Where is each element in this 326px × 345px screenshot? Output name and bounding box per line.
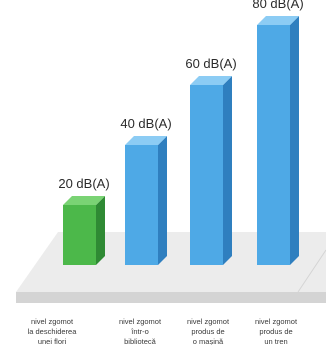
- bar-side-4: [290, 16, 299, 265]
- bar-front-3: [190, 85, 223, 265]
- category-label-4-line-2: produs de: [259, 327, 292, 336]
- bar-top-3: [190, 76, 232, 85]
- bar-2: [125, 136, 167, 265]
- category-label-1-line-3: unei flori: [38, 337, 67, 345]
- category-label-3-line-1: nivel zgomot: [187, 317, 230, 326]
- value-label-1: 20 dB(A): [58, 176, 109, 191]
- bar-top-4: [257, 16, 299, 25]
- bar-1: [63, 196, 105, 265]
- floor-side-edge: [297, 249, 326, 293]
- value-label-4: 80 dB(A): [252, 0, 303, 11]
- bar-top-1: [63, 196, 105, 205]
- bar-side-2: [158, 136, 167, 265]
- value-label-2: 40 dB(A): [120, 116, 171, 131]
- bar-front-1: [63, 205, 96, 265]
- category-label-1-line-1: nivel zgomot: [31, 317, 74, 326]
- category-label-2-line-2: într-o: [130, 327, 149, 336]
- bar-front-4: [257, 25, 290, 265]
- floor-front-edge: [16, 292, 326, 303]
- category-label-3-line-2: produs de: [191, 327, 224, 336]
- value-labels-group: 20 dB(A) 40 dB(A) 60 dB(A) 80 dB(A): [58, 0, 303, 191]
- category-label-3-line-3: o mașină: [193, 337, 224, 345]
- value-label-3: 60 dB(A): [185, 56, 236, 71]
- bar-top-2: [125, 136, 167, 145]
- bar-3: [190, 76, 232, 265]
- bar-4: [257, 16, 299, 265]
- category-label-1-line-2: la deschiderea: [28, 327, 78, 336]
- category-label-2-line-1: nivel zgomot: [119, 317, 162, 326]
- bar-front-2: [125, 145, 158, 265]
- category-label-4-line-3: un tren: [264, 337, 287, 345]
- bars-group: [63, 16, 299, 265]
- bar-side-1: [96, 196, 105, 265]
- category-label-2-line-3: bibliotecă: [124, 337, 157, 345]
- bar-side-3: [223, 76, 232, 265]
- category-label-4-line-1: nivel zgomot: [255, 317, 298, 326]
